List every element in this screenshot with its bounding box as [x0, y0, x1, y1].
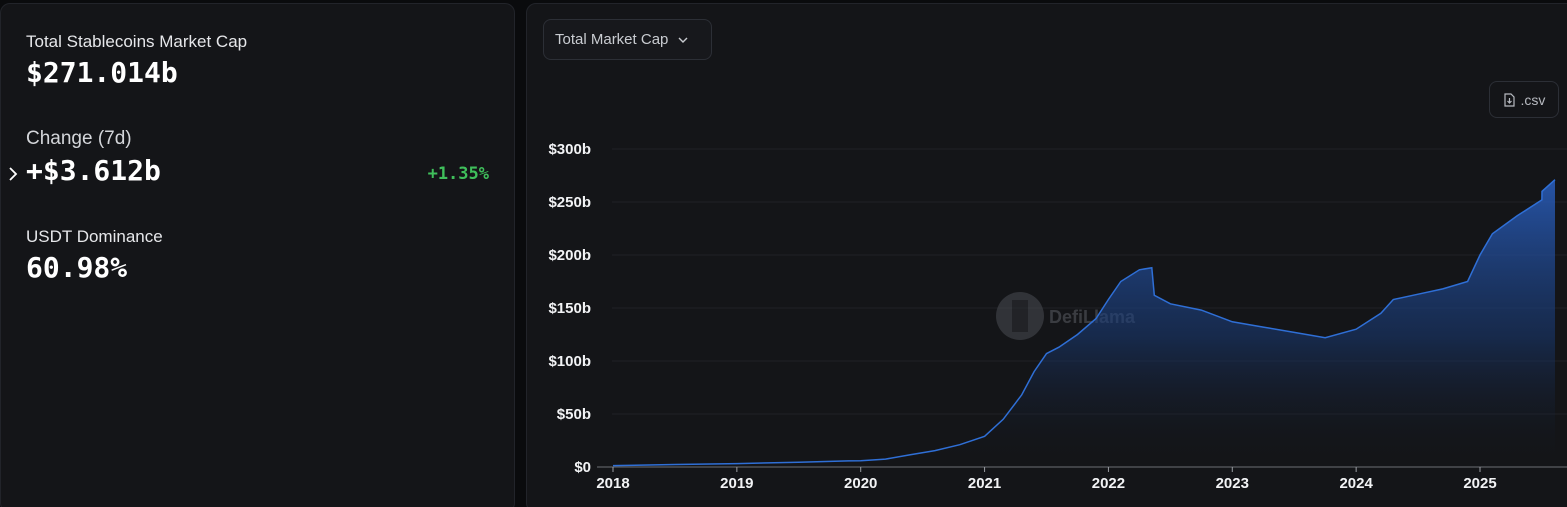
metric-dropdown[interactable]: Total Market Cap: [543, 19, 712, 60]
csv-download-button[interactable]: .csv: [1489, 81, 1559, 118]
x-tick-label: 2023: [1216, 475, 1249, 492]
x-tick-label: 2025: [1463, 475, 1496, 492]
market-cap-line: [612, 179, 1556, 467]
chevron-right-icon[interactable]: [7, 166, 19, 182]
dropdown-label: Total Market Cap: [555, 31, 669, 48]
y-tick-label: $300b: [548, 141, 591, 158]
y-tick-label: $100b: [548, 353, 591, 370]
change-value: +$3.612b: [26, 154, 161, 187]
defillama-logo-icon: [996, 292, 1044, 340]
market-cap-chart: $0 $50b $100b $150b $200b $250b $300b 2018 2019 2…: [548, 141, 1567, 492]
dominance-label: USDT Dominance: [26, 227, 163, 246]
x-tick-label: 2022: [1092, 475, 1125, 492]
market-cap-stat: Total Stablecoins Market Cap $271.014b: [26, 32, 489, 89]
dominance-stat: USDT Dominance 60.98%: [26, 227, 489, 284]
summary-panel: Total Stablecoins Market Cap $271.014b C…: [0, 3, 515, 507]
change-label: Change (7d): [26, 128, 132, 149]
x-tick-label: 2019: [720, 475, 753, 492]
y-tick-label: $50b: [557, 406, 591, 423]
chevron-down-icon: [678, 37, 688, 43]
market-cap-value: $271.014b: [26, 56, 178, 89]
change-percent: +1.35%: [427, 164, 489, 184]
dominance-value: 60.98%: [26, 251, 128, 284]
y-tick-label: $150b: [548, 300, 591, 317]
x-tick-label: 2021: [968, 475, 1001, 492]
y-tick-label: $250b: [548, 194, 591, 211]
y-tick-label: $200b: [548, 247, 591, 264]
download-file-icon: [1503, 92, 1515, 107]
x-tick-label: 2020: [844, 475, 877, 492]
x-tick-label: 2018: [596, 475, 629, 492]
csv-label: .csv: [1520, 91, 1546, 108]
change-stat[interactable]: Change (7d) +$3.612b +1.35%: [26, 128, 489, 187]
market-cap-area: [613, 179, 1555, 467]
y-tick-label: $0: [574, 459, 591, 476]
x-tick-label: 2024: [1339, 475, 1373, 492]
market-cap-label: Total Stablecoins Market Cap: [26, 32, 248, 51]
chart-panel: $0 $50b $100b $150b $200b $250b $300b 2018 2019 2…: [526, 3, 1567, 507]
